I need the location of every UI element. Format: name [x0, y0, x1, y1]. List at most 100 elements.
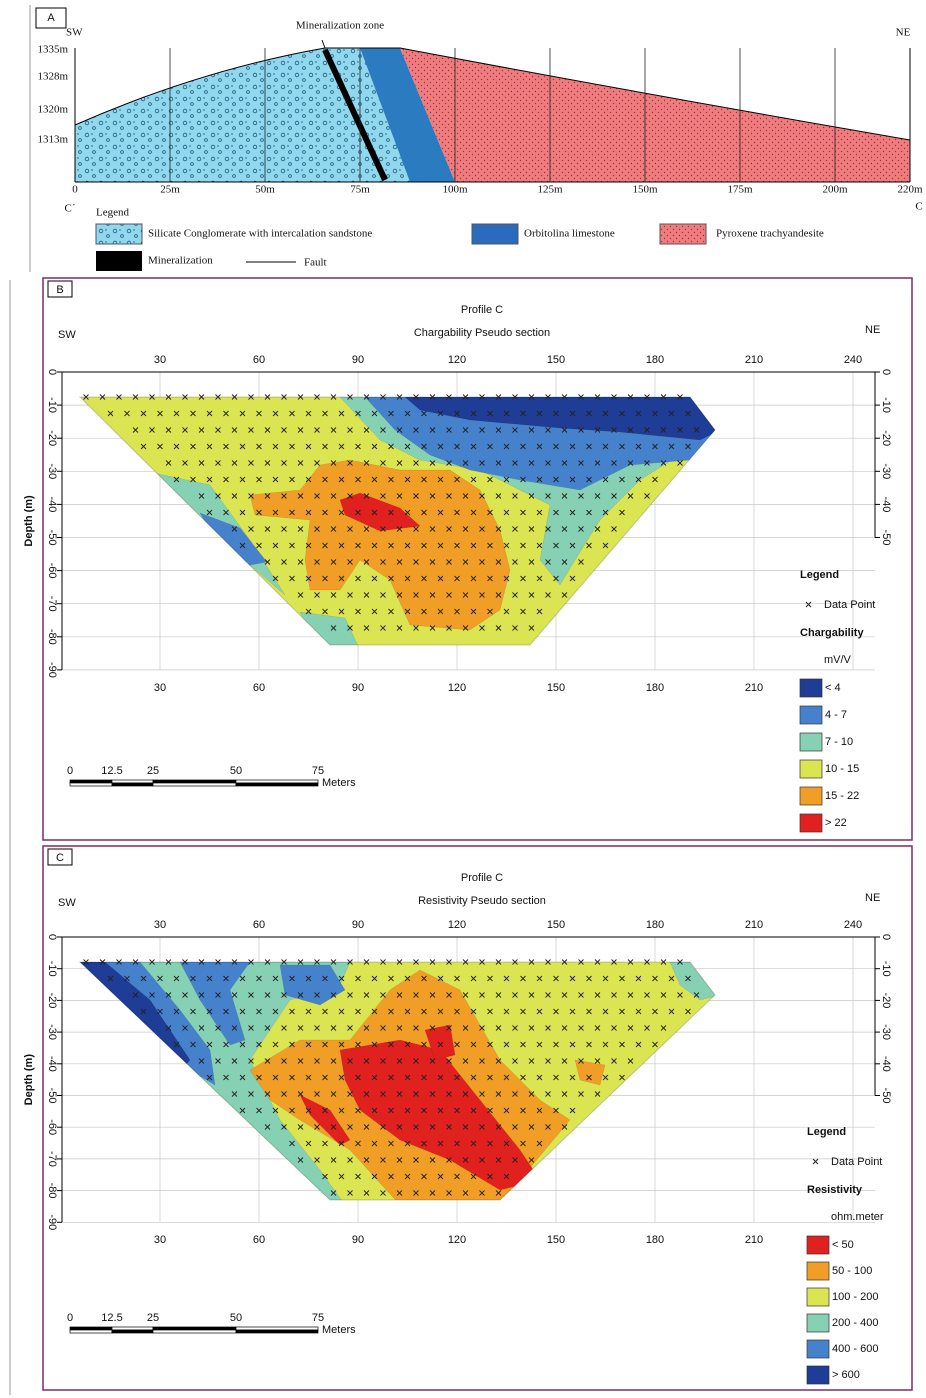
data-point: [231, 526, 238, 532]
data-point: [528, 625, 535, 631]
data-point: [677, 427, 683, 433]
data-point: [495, 559, 502, 565]
data-point: [347, 592, 353, 598]
legend-title: Legend: [96, 207, 129, 219]
data-point: [512, 992, 518, 998]
data-point: [644, 959, 650, 965]
data-point: [404, 509, 411, 516]
data-point: [652, 975, 658, 982]
data-point: [429, 1058, 436, 1064]
data-point: [429, 559, 436, 565]
data-point: [602, 1041, 609, 1048]
x-tick-label: 210: [745, 919, 763, 931]
data-point: [470, 1107, 477, 1114]
data-point: [512, 493, 518, 499]
data-point: [338, 410, 345, 417]
data-point: [338, 509, 345, 516]
data-point: [429, 1124, 436, 1130]
legend-label: 200 - 400: [832, 1317, 878, 1329]
data-point: [396, 559, 403, 565]
data-point: [289, 975, 295, 982]
data-point: [297, 394, 304, 400]
legend-title: Legend: [800, 569, 839, 581]
data-point: [429, 493, 436, 499]
data-point: [660, 394, 667, 400]
data-point: [297, 493, 304, 499]
data-point: [487, 575, 493, 582]
data-point: [347, 1058, 353, 1064]
scale-label: 0: [67, 765, 73, 777]
x-tick-label: 120: [448, 682, 466, 694]
data-point: [413, 1190, 419, 1196]
data-point: [437, 1107, 444, 1114]
data-point: [396, 959, 403, 965]
data-point: [371, 476, 378, 483]
data-point: [231, 959, 238, 965]
data-point: [479, 1058, 485, 1064]
data-point: [437, 1041, 444, 1048]
data-point: [363, 625, 370, 631]
data-point: [239, 476, 246, 483]
data-point: [223, 443, 229, 450]
data-point: [611, 526, 617, 532]
data-point: [404, 1140, 411, 1147]
data-point: [338, 476, 345, 483]
x-tick-label: 90: [352, 1234, 364, 1246]
y-tick-label: -20: [46, 992, 58, 1008]
data-point: [198, 992, 205, 998]
data-point: [289, 410, 295, 417]
data-point: [231, 1058, 238, 1064]
data-point: [371, 1074, 378, 1081]
data-point: [520, 542, 526, 549]
data-point: [553, 1107, 559, 1114]
data-point: [627, 992, 634, 998]
data-point: [512, 394, 518, 400]
x-tick-label: 50m: [255, 184, 275, 196]
direction-label: NE: [896, 27, 911, 39]
data-point: [248, 959, 254, 965]
data-point: [454, 1074, 460, 1081]
data-point: [578, 526, 584, 532]
data-point: [553, 1008, 559, 1015]
data-point: [536, 575, 543, 582]
data-point: [388, 1008, 394, 1015]
scale-label: 25: [147, 1312, 159, 1324]
data-point: [380, 559, 386, 565]
scale-unit: Meters: [322, 1324, 356, 1336]
data-point: [173, 476, 180, 483]
data-point: [454, 1173, 460, 1180]
data-point: [297, 1091, 304, 1097]
data-point: [619, 509, 625, 516]
data-point: [454, 410, 460, 417]
legend-swatch: [659, 223, 707, 245]
data-point: [256, 1074, 262, 1081]
data-point: [429, 526, 436, 532]
scale-segment: [69, 782, 113, 787]
data-point: [528, 592, 535, 598]
data-point: [545, 427, 551, 433]
legend-label: 100 - 200: [832, 1291, 878, 1303]
data-point: [355, 1173, 361, 1180]
x-tick-label: 60: [253, 354, 265, 366]
data-point: [611, 1025, 617, 1031]
data-point: [512, 460, 518, 466]
data-point: [668, 443, 675, 450]
data-point: [413, 959, 419, 965]
data-point: [462, 427, 469, 433]
data-point: [586, 410, 592, 417]
data-point: [182, 992, 188, 998]
data-point: [479, 559, 485, 565]
data-point: [371, 1041, 378, 1048]
data-point: [330, 1190, 337, 1196]
data-point: [322, 575, 328, 582]
data-point: [380, 1157, 386, 1163]
data-point: [578, 460, 584, 466]
data-point: [495, 1058, 502, 1064]
data-point: [289, 1008, 295, 1015]
data-point: [256, 975, 262, 982]
data-point: [239, 1008, 246, 1015]
scale-segment: [235, 1329, 319, 1334]
data-point: [206, 1041, 213, 1048]
data-point: [223, 509, 229, 516]
data-point: [289, 443, 295, 450]
